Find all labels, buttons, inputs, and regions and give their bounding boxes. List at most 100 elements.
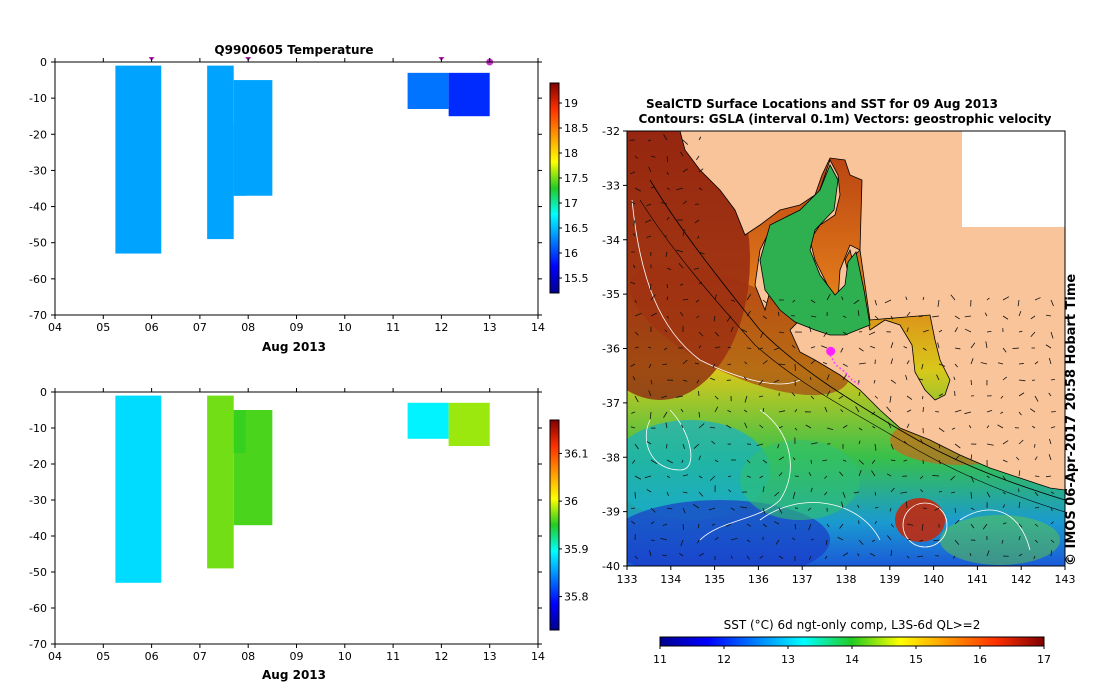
x-tick-label: 12 [434, 321, 448, 334]
velocity-vector [886, 473, 892, 477]
velocity-vector [985, 341, 988, 349]
velocity-vector [842, 331, 848, 336]
velocity-vector [778, 507, 783, 514]
velocity-vector [1034, 395, 1039, 402]
y-tick-label: -40 [29, 530, 47, 543]
velocity-vector [906, 360, 910, 365]
velocity-vector [648, 363, 652, 369]
velocity-vector [890, 487, 895, 493]
velocity-vector [954, 315, 960, 320]
velocity-vector [807, 507, 812, 511]
salinity-colorbar-ticks: 35.8 35.9 36 36.1 [559, 447, 589, 604]
x-tick-label: 11 [386, 650, 400, 663]
velocity-vector [1002, 440, 1009, 445]
velocity-vector [682, 507, 686, 514]
velocity-vector [810, 359, 816, 365]
velocity-vector [840, 409, 844, 413]
velocity-vector [632, 459, 636, 464]
x-tick-label: 04 [48, 321, 62, 334]
velocity-vector [900, 491, 908, 494]
velocity-vector [1002, 491, 1006, 495]
lon-tick-label: 142 [1011, 573, 1032, 586]
velocity-vector [954, 409, 962, 413]
velocity-vector [886, 406, 892, 413]
velocity-vector [809, 326, 812, 333]
velocity-vector [986, 331, 992, 333]
velocity-vector [969, 552, 972, 557]
velocity-vector [682, 229, 685, 237]
velocity-vector [760, 331, 764, 338]
velocity-vector [842, 374, 848, 381]
velocity-vector [842, 424, 848, 429]
y-tick-label: -20 [29, 458, 47, 471]
velocity-vector [1018, 501, 1021, 509]
velocity-vector [630, 201, 636, 205]
velocity-vector [744, 422, 748, 429]
velocity-vector [1018, 379, 1026, 382]
x-tick-label: 05 [96, 650, 110, 663]
y-tick-label: -40 [29, 201, 47, 214]
velocity-vector [1029, 408, 1036, 413]
gsla-contour [645, 409, 692, 471]
velocity-vector [934, 507, 940, 511]
velocity-vector [822, 459, 828, 462]
velocity-vector [906, 395, 913, 400]
velocity-vector [774, 491, 780, 497]
velocity-vector [666, 315, 669, 319]
velocity-vector [714, 395, 719, 400]
velocity-vector [858, 362, 866, 365]
velocity-vector [874, 491, 877, 496]
velocity-vector [964, 411, 972, 415]
velocity-vector [954, 539, 960, 545]
velocity-vector [970, 491, 973, 499]
profile-cell [233, 123, 246, 196]
velocity-vector [794, 523, 797, 530]
velocity-vector [903, 346, 908, 349]
velocity-vector [791, 344, 796, 349]
velocity-vector [650, 155, 656, 158]
x-tick-label: 10 [338, 321, 352, 334]
velocity-vector [954, 347, 961, 350]
velocity-vector [714, 459, 719, 463]
velocity-vector [954, 507, 957, 513]
velocity-vector [730, 507, 735, 511]
velocity-vector [644, 219, 652, 223]
colorbar-tick-label: 19 [564, 97, 578, 110]
velocity-vector [632, 264, 636, 269]
velocity-vector [1001, 539, 1004, 544]
velocity-vector [634, 155, 639, 159]
y-tick-label: -60 [29, 273, 47, 286]
colorbar-tick-label: 17.5 [564, 172, 589, 185]
x-tick-label: 07 [193, 321, 207, 334]
velocity-vector [698, 136, 702, 141]
velocity-vector [725, 424, 732, 429]
velocity-vector [839, 471, 844, 477]
velocity-vector [822, 362, 828, 365]
velocity-vector [632, 376, 636, 381]
velocity-vector [666, 475, 671, 478]
velocity-vector [858, 470, 862, 477]
velocity-vector [890, 379, 897, 384]
y-tick-label: -20 [29, 128, 47, 141]
map-longitude-axis: 133 134 135 136 137 138 139 140 141 142 143 [617, 566, 1076, 586]
velocity-vector [954, 363, 958, 368]
velocity-vector [1034, 523, 1039, 527]
velocity-vector [824, 406, 828, 413]
velocity-vector [951, 491, 956, 494]
velocity-vector [890, 443, 894, 450]
velocity-vector [1018, 392, 1025, 397]
velocity-vector [746, 459, 751, 464]
velocity-vector [773, 379, 780, 383]
velocity-vector [792, 537, 796, 541]
velocity-vector [824, 475, 828, 479]
velocity-vector [997, 362, 1004, 365]
velocity-vector [938, 443, 941, 449]
velocity-vector [679, 553, 684, 557]
velocity-vector [954, 455, 960, 461]
velocity-vector [933, 539, 940, 542]
y-tick-label: -70 [29, 638, 47, 651]
velocity-vector [826, 293, 831, 301]
gsla-contour [631, 199, 801, 385]
velocity-vector [873, 379, 876, 384]
velocity-vector [810, 315, 817, 318]
